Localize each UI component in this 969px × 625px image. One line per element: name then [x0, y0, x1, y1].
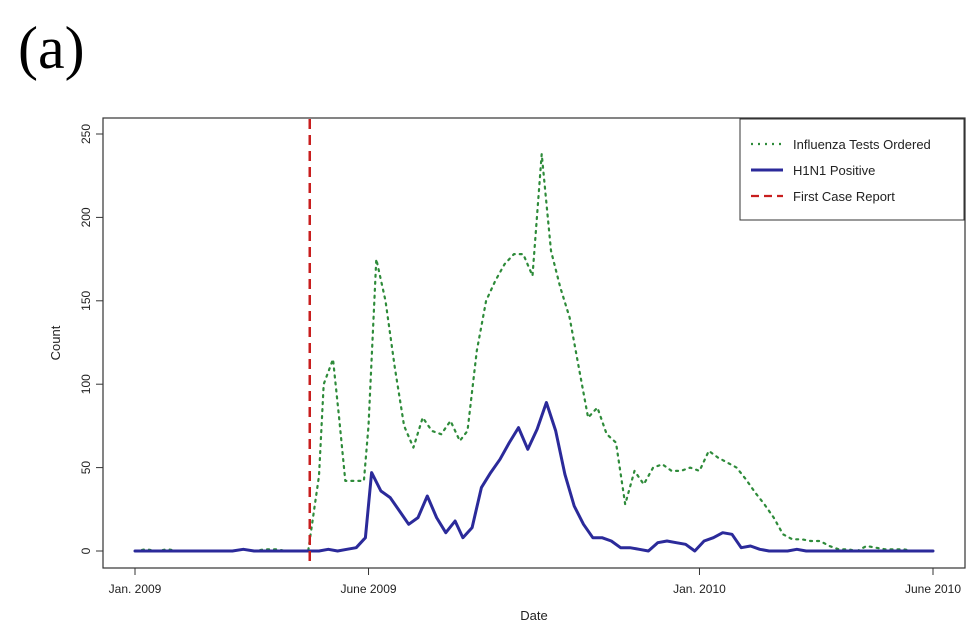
x-tick-label: June 2010 [905, 582, 961, 596]
y-tick-label: 250 [79, 124, 93, 144]
legend: Influenza Tests Ordered H1N1 Positive Firs… [739, 118, 965, 221]
x-tick-label: Jan. 2009 [109, 582, 162, 596]
x-tick-label: Jan. 2010 [673, 582, 726, 596]
legend-label: First Case Report [793, 189, 895, 204]
x-axis: Jan. 2009 June 2009 Jan. 2010 June 2010 [109, 567, 961, 596]
y-tick-label: 50 [79, 461, 93, 475]
y-tick-label: 200 [79, 207, 93, 227]
series-layer [133, 119, 935, 567]
y-axis-title: Count [48, 325, 63, 360]
legend-label: Influenza Tests Ordered [793, 137, 931, 152]
series-line-h1n1-positive [133, 401, 935, 553]
y-tick-label: 0 [79, 547, 93, 554]
legend-label: H1N1 Positive [793, 163, 875, 178]
series-line-influenza-tests-ordered [133, 152, 935, 553]
y-tick-label: 100 [79, 374, 93, 394]
panel-label: (a) [18, 15, 85, 81]
x-axis-title: Date [520, 608, 547, 623]
y-tick-label: 150 [79, 290, 93, 310]
x-tick-label: June 2009 [340, 582, 396, 596]
y-axis: 0 50 100 150 200 250 [79, 124, 104, 554]
